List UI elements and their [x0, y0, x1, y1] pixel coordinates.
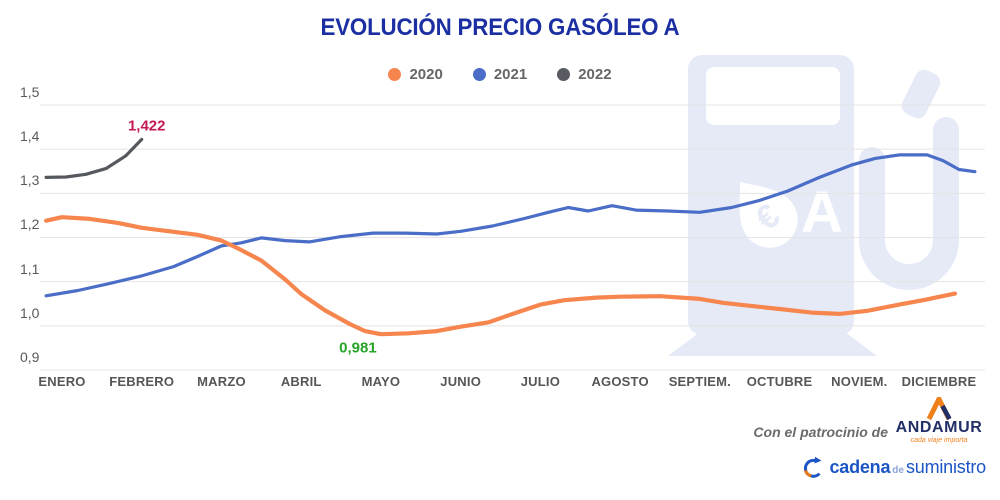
cadena-de-suministro-logo[interactable]: cadena de suministro — [801, 456, 986, 479]
y-axis-tick-label: 1,3 — [20, 172, 40, 189]
legend-dot-2021 — [472, 68, 486, 81]
annotation-0,981: 0,981 — [339, 339, 377, 357]
legend-item-2022[interactable]: 2022 — [557, 66, 612, 83]
legend-dot-2022 — [557, 68, 571, 81]
pump-screen — [706, 67, 840, 125]
y-axis-tick-label: 1,2 — [20, 216, 40, 233]
annotation-1,422: 1,422 — [127, 117, 166, 135]
x-axis-month-label: MARZO — [197, 374, 246, 389]
y-axis-tick-label: 1,1 — [20, 260, 40, 277]
x-axis-month-label: JULIO — [520, 374, 561, 389]
legend-item-2021[interactable]: 2021 — [472, 66, 528, 83]
cadena-circular-arrow-icon — [804, 456, 822, 478]
pump-base — [668, 332, 877, 356]
x-axis-month-label: JUNIO — [440, 374, 482, 389]
x-axis-month-label: SEPTIEM. — [668, 374, 731, 389]
x-axis-month-label: NOVIEM. — [831, 374, 888, 389]
series-line-2022 — [44, 137, 144, 179]
gridlines — [40, 104, 985, 371]
legend-label: 2022 — [578, 66, 612, 83]
x-axis-month-label: DICIEMBRE — [901, 374, 977, 389]
andamur-logo[interactable]: ANDAMUR cada viaje importa — [892, 397, 986, 444]
andamur-wordmark: ANDAMUR — [895, 419, 983, 436]
legend-dot-2020 — [388, 68, 402, 81]
x-axis-month-label: ENERO — [38, 374, 86, 389]
y-axis-tick-label: 1,5 — [20, 83, 40, 100]
legend-item-2020[interactable]: 2020 — [388, 66, 443, 83]
cadena-suministro-word: suministro — [905, 457, 986, 477]
andamur-a-icon — [926, 397, 952, 420]
x-axis-month-label: AGOSTO — [591, 374, 649, 389]
pump-nozzle — [901, 69, 941, 119]
gas-pump-watermark: € A — [660, 45, 990, 365]
series-line-2021 — [44, 153, 977, 298]
y-axis-tick-label: 1,0 — [20, 304, 40, 321]
euro-drop-icon: € — [739, 181, 798, 248]
x-axis-month-label: OCTUBRE — [746, 374, 813, 389]
pump-hose — [859, 117, 959, 290]
series-line-2020 — [43, 215, 958, 337]
x-axis-month-label: ABRIL — [280, 374, 322, 389]
y-axis-tick-label: 1,4 — [20, 128, 40, 145]
sponsor-caption: Con el patrocinio de — [753, 424, 888, 440]
cadena-word: cadena — [829, 457, 891, 477]
x-axis-month-label: FEBRERO — [109, 374, 175, 389]
chart-title: EVOLUCIÓN PRECIO GASÓLEO A — [320, 14, 680, 41]
legend-label: 2020 — [409, 66, 443, 83]
data-series — [43, 137, 977, 337]
x-axis-month-label: MAYO — [361, 374, 401, 389]
chart-legend: 2020 2021 2022 — [0, 66, 1000, 83]
andamur-tagline: cada viaje importa — [910, 437, 968, 444]
gas-pump-icon: € A — [668, 55, 959, 356]
cadena-de-word: de — [892, 465, 904, 476]
legend-label: 2021 — [493, 66, 528, 83]
cadena-wordmark: cadena de suministro — [829, 457, 986, 478]
y-axis-tick-label: 0,9 — [20, 349, 40, 365]
pump-letter-a: A — [801, 180, 843, 245]
